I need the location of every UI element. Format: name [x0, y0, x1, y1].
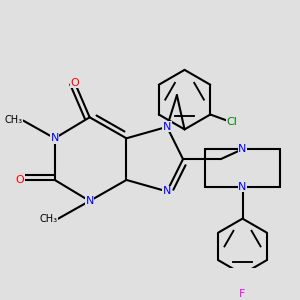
- Text: CH₃: CH₃: [40, 214, 58, 224]
- Text: N: N: [50, 133, 59, 143]
- Text: N: N: [238, 182, 247, 192]
- Text: O: O: [70, 78, 79, 88]
- Text: F: F: [239, 289, 246, 299]
- Text: Cl: Cl: [227, 117, 238, 128]
- Text: N: N: [238, 144, 247, 154]
- Text: N: N: [85, 196, 94, 206]
- Text: N: N: [163, 122, 171, 132]
- Text: CH₃: CH₃: [5, 116, 23, 125]
- Text: N: N: [163, 186, 171, 197]
- Text: O: O: [16, 175, 24, 185]
